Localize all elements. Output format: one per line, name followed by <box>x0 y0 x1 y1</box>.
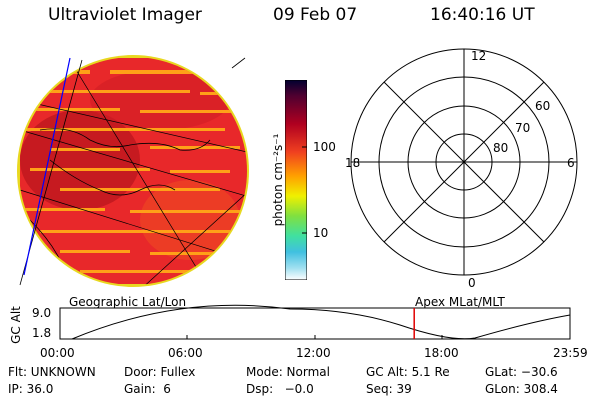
terminator-line <box>23 57 71 276</box>
timeline-x-tick-1800: 18:00 <box>424 346 459 360</box>
timeline-y-tick-min: 1.8 <box>32 326 52 340</box>
timeline-x-ticks <box>59 335 571 339</box>
door-status: Door: Fullex <box>124 365 196 379</box>
coastline-overlay <box>29 128 211 261</box>
ip-status: IP: 36.0 <box>8 382 54 396</box>
observation-time: 16:40:16 UT <box>430 5 535 25</box>
mlat-label-60: 60 <box>535 99 550 113</box>
colorbar-unit-label: photon cm⁻²s⁻¹ <box>271 133 285 227</box>
altitude-curve <box>71 304 571 340</box>
mlt-label-6: 6 <box>567 156 575 170</box>
glat-status: GLat: −30.6 <box>485 365 558 379</box>
timeline-x-tick-1200: 12:00 <box>296 346 331 360</box>
mlt-label-18: 18 <box>345 156 360 170</box>
color-bar <box>285 80 307 280</box>
flight-status: Flt: UNKNOWN <box>8 365 96 379</box>
grid-tick <box>231 57 246 69</box>
timeline-x-tick-2359: 23:59 <box>553 346 588 360</box>
seq-status: Seq: 39 <box>366 382 412 396</box>
polar-diagonal-2 <box>383 81 545 243</box>
glon-status: GLon: 308.4 <box>485 382 558 396</box>
instrument-title: Ultraviolet Imager <box>48 5 202 25</box>
mode-status: Mode: Normal <box>246 365 330 379</box>
mlat-label-70: 70 <box>515 121 530 135</box>
right-frame-caption: Apex MLat/MLT <box>415 295 505 309</box>
left-frame-caption: Geographic Lat/Lon <box>69 295 187 309</box>
observation-date: 09 Feb 07 <box>273 5 358 25</box>
timeline-y-tick-max: 9.0 <box>32 306 52 320</box>
gain-status: Gain: 6 <box>124 382 171 396</box>
colorbar-tick-100: 100 <box>313 140 336 154</box>
mlt-label-0: 0 <box>468 276 476 290</box>
timeline-x-tick-0000: 00:00 <box>40 346 75 360</box>
timeline-x-tick-0600: 06:00 <box>168 346 203 360</box>
timeline-plot <box>59 304 571 340</box>
polar-plot: 12 18 6 0 60 70 80 <box>345 48 578 290</box>
colorbar-tick-10: 10 <box>313 226 329 240</box>
timeline-frame <box>59 307 571 340</box>
gc-alt-status: GC Alt: 5.1 Re <box>366 365 450 379</box>
mlat-label-80: 80 <box>493 141 508 155</box>
mlt-label-12: 12 <box>471 49 486 63</box>
dsp-status: Dsp: −0.0 <box>246 382 314 396</box>
uv-image <box>17 55 249 287</box>
